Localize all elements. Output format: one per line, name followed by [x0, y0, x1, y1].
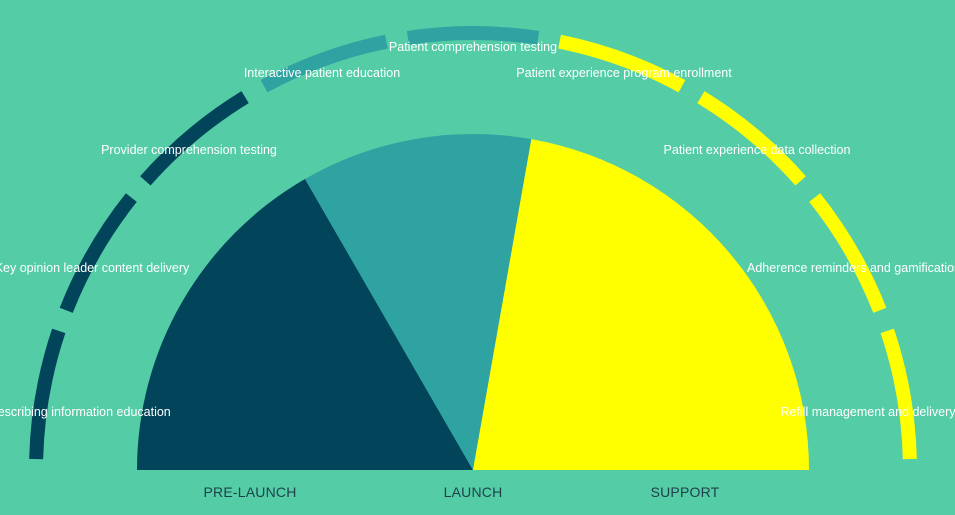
ring-segment-2: [59, 193, 137, 313]
ring-segment-9: [880, 328, 917, 460]
ring-segment-6: [558, 34, 686, 93]
ring-label-4: Interactive patient education: [244, 66, 400, 80]
phase-label-support: SUPPORT: [651, 484, 720, 500]
ring-label-7: Patient experience data collection: [664, 143, 851, 157]
pie-slice-pre-launch: [137, 179, 473, 471]
phase-labels: PRE-LAUNCH LAUNCH SUPPORT: [203, 484, 719, 500]
pie-slice-launch: [305, 134, 532, 471]
phase-half-pie: [137, 134, 810, 471]
ring-segment-4: [260, 34, 388, 93]
ring-label-9: Refill management and delivery: [780, 405, 955, 419]
ring-segment-7: [697, 91, 806, 186]
ring-segment-8: [809, 193, 887, 313]
ring-label-1: Prescribing information education: [0, 405, 171, 419]
ring-segment-1: [29, 328, 66, 460]
outer-ring: [29, 26, 917, 460]
ring-labels: Prescribing information education Key opi…: [0, 40, 955, 419]
phase-label-pre-launch: PRE-LAUNCH: [203, 484, 296, 500]
pie-slice-support: [473, 139, 810, 470]
ring-segment-5: [406, 26, 540, 45]
ring-label-3: Provider comprehension testing: [101, 143, 277, 157]
ring-label-6: Patient experience program enrollment: [516, 66, 732, 80]
ring-segment-3: [140, 91, 249, 186]
ring-label-5: Patient comprehension testing: [389, 40, 557, 54]
phase-label-launch: LAUNCH: [444, 484, 503, 500]
ring-label-8: Adherence reminders and gamification: [747, 261, 955, 275]
ring-label-2: Key opinion leader content delivery: [0, 261, 190, 275]
